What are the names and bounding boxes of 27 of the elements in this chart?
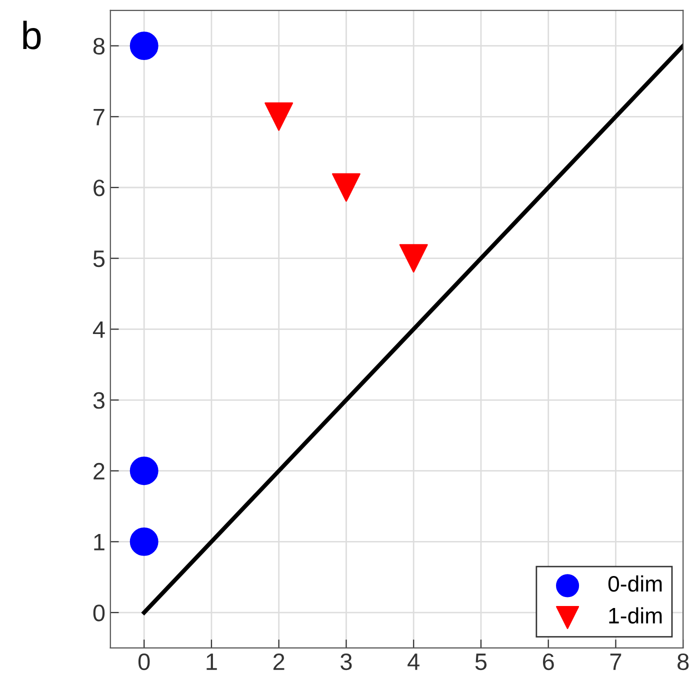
x-tick-label: 7 — [610, 654, 622, 670]
point — [130, 32, 158, 60]
x-tick-label: 6 — [542, 653, 554, 670]
x-tick-label: 0 — [138, 653, 150, 670]
text: b — [23, 20, 41, 50]
legend-label: 0-dim — [608, 575, 662, 592]
y-tick-label: 1 — [94, 534, 104, 550]
y-tick-label: 5 — [93, 250, 105, 268]
y-tick-label: 0 — [93, 604, 105, 622]
x-tick-label: 2 — [273, 653, 284, 670]
y-tick-label: 4 — [92, 321, 105, 338]
x-tick-label: 1 — [206, 654, 217, 670]
point — [399, 244, 428, 273]
x-tick-label: 4 — [408, 654, 420, 670]
y-tick-label: 2 — [94, 462, 104, 480]
y-tick-label: 7 — [94, 108, 104, 126]
y-tick-label: 3 — [93, 392, 104, 409]
point — [130, 527, 158, 556]
point — [130, 456, 158, 486]
legend-label: 1-dim — [609, 607, 662, 624]
x-tick-label: 5 — [475, 654, 487, 670]
y-tick-label: 6 — [94, 180, 104, 196]
x-tick-label: 8 — [678, 653, 689, 670]
point — [264, 102, 294, 131]
point — [332, 173, 360, 202]
y-tick-label: 8 — [93, 38, 105, 55]
x-tick-label: 3 — [340, 653, 352, 670]
